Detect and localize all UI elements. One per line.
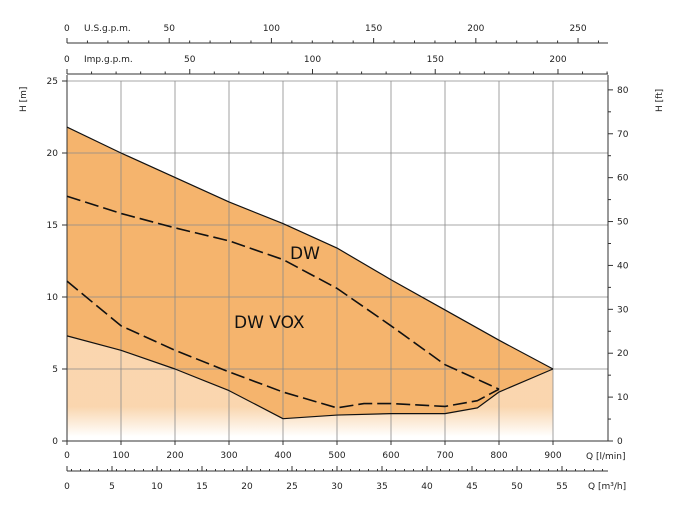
x-m3h-tick-label: 0	[64, 482, 70, 492]
x-lmin-tick-label: 0	[64, 451, 70, 461]
x-m3h-tick-label: 50	[511, 482, 523, 492]
x-lmin-tick-label: 300	[220, 451, 237, 461]
dw-vox-dashed-lower-curve	[66, 280, 500, 409]
x-lmin-tick-label: 400	[274, 451, 291, 461]
x-lmin-tick-label: 500	[328, 451, 345, 461]
top-axis-tick-label: 50	[184, 55, 196, 65]
y-right-tick-label: 30	[617, 305, 629, 315]
x-lmin-tick-label: 900	[544, 451, 561, 461]
x-m3h-tick-label: 15	[196, 482, 207, 492]
y-right-tick-label: 50	[617, 218, 629, 228]
y-right-tick-label: 60	[617, 174, 629, 184]
y-left-axis-label: H [m]	[19, 87, 29, 112]
x-lmin-tick-label: 100	[112, 451, 129, 461]
top-axis-tick-label: 250	[569, 24, 586, 34]
y-right-tick-label: 20	[617, 349, 629, 359]
x-m3h-tick-label: 10	[151, 482, 163, 492]
y-right-tick-label: 70	[617, 130, 629, 140]
x-lmin-tick-label: 800	[490, 451, 507, 461]
x-m3h-tick-label: 40	[421, 482, 433, 492]
x-lmin-axis-label: Q [l/min]	[586, 452, 625, 462]
top-axis-tick-label: 200	[467, 24, 484, 34]
y-left-tick-label: 5	[52, 365, 58, 375]
y-left-tick-label: 20	[47, 149, 59, 159]
curves	[66, 126, 554, 420]
label-dw-vox: DW VOX	[234, 313, 305, 333]
y-right-axis-label: H [ft]	[655, 89, 665, 112]
imp-gpm-axis-label: Imp.g.p.m.	[84, 55, 133, 65]
dw-solid-lower-curve	[66, 335, 554, 420]
top-axis-tick-label: 150	[365, 24, 382, 34]
imp-gpm-zero: 0	[64, 55, 70, 65]
x-m3h-tick-label: 5	[109, 482, 115, 492]
us-gpm-zero: 0	[64, 24, 70, 34]
x-m3h-tick-label: 35	[376, 482, 387, 492]
label-dw: DW	[290, 244, 320, 264]
top-axis-tick-label: 100	[263, 24, 280, 34]
y-right-tick-label: 10	[617, 393, 629, 403]
us-gpm-axis-label: U.S.g.p.m.	[84, 24, 131, 34]
grid	[67, 80, 608, 441]
x-m3h-tick-label: 25	[286, 482, 297, 492]
performance-area	[67, 127, 553, 419]
x-lmin-tick-label: 200	[166, 451, 183, 461]
top-axis-tick-label: 200	[549, 55, 566, 65]
x-m3h-tick-label: 30	[331, 482, 343, 492]
y-left-tick-label: 15	[47, 221, 58, 231]
x-m3h-tick-label: 20	[241, 482, 253, 492]
x-lmin-tick-label: 700	[436, 451, 453, 461]
x-lmin-tick-label: 600	[382, 451, 399, 461]
y-left-tick-label: 0	[52, 437, 58, 447]
x-m3h-tick-label: 55	[556, 482, 567, 492]
y-left-tick-label: 25	[47, 77, 58, 87]
x-m3h-axis-label: Q [m³/h]	[588, 482, 626, 492]
y-right-tick-label: 40	[617, 261, 629, 271]
x-m3h-tick-label: 45	[466, 482, 477, 492]
y-left-tick-label: 10	[47, 293, 59, 303]
y-right-tick-label: 80	[617, 86, 629, 96]
top-axis-tick-label: 50	[163, 24, 175, 34]
top-axis-tick-label: 100	[304, 55, 321, 65]
dw-solid-upper-curve	[66, 126, 554, 370]
top-axis-tick-label: 150	[427, 55, 444, 65]
area-glow	[67, 335, 553, 437]
y-right-tick-label: 0	[617, 437, 623, 447]
